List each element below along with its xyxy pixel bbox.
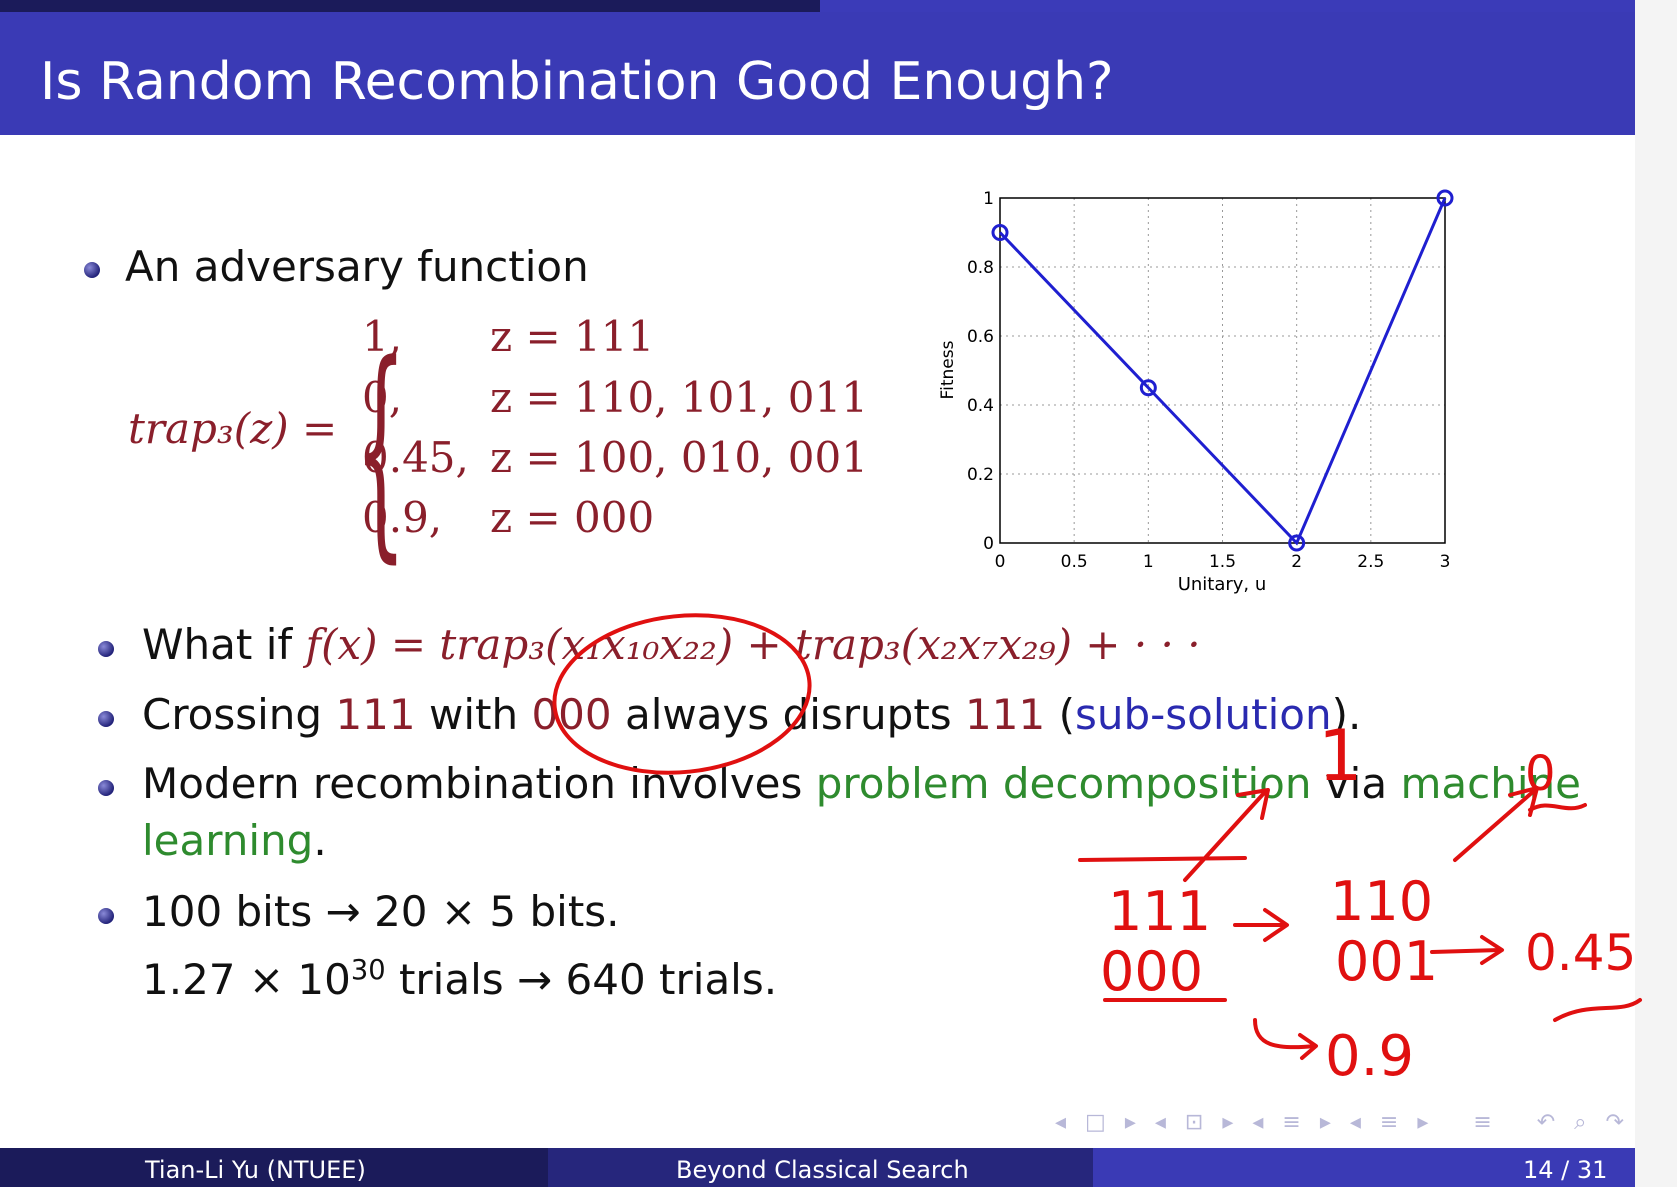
case-value-2: 0,	[362, 373, 403, 422]
handwritten-111: 111	[1108, 880, 1211, 943]
bullet-dot	[98, 711, 114, 727]
footer-page-number: 14 / 31	[1523, 1156, 1608, 1184]
fitness-series-line	[998, 197, 1447, 546]
text-always-disrupts: always disrupts	[624, 690, 952, 739]
bullet-what-if: What if f(x) = trap₃(x₁x₁₀x₂₂) + trap₃(x…	[142, 620, 1201, 669]
chart-grid	[1000, 198, 1445, 543]
underline-stroke	[1078, 856, 1247, 862]
bullet-dot	[98, 780, 114, 796]
trials-rest: trials → 640 trials.	[385, 955, 778, 1004]
x-tick-label: 0	[995, 552, 1006, 572]
x-tick-label: 0.5	[1061, 552, 1088, 572]
tilde-under-045	[1553, 998, 1642, 1022]
learning-term: learning	[142, 816, 314, 865]
bullet-crossing: Crossing 111 with 000 always disrupts 11…	[142, 690, 1361, 739]
text-via: via	[1324, 759, 1388, 808]
x-tick-label: 2	[1291, 552, 1302, 572]
value-111: 111	[335, 690, 416, 739]
problem-decomposition-term: problem decomposition	[815, 759, 1312, 808]
case-value-1: 1,	[362, 312, 403, 361]
curve-to-0-9	[1253, 1018, 1317, 1050]
bullet-dot	[84, 262, 100, 278]
machine-term: machine	[1400, 759, 1581, 808]
y-tick-label: 1	[983, 189, 994, 209]
value-000: 000	[531, 690, 612, 739]
trials-exponent: 30	[350, 955, 386, 986]
footer-bar: Tian-Li Yu (NTUEE) Beyond Classical Sear…	[0, 1148, 1635, 1187]
what-if-text: What if	[142, 620, 293, 669]
data-point	[1436, 189, 1454, 207]
chart-points	[991, 189, 1454, 552]
arrow-0-45-shaft	[1430, 948, 1502, 954]
sub-solution-term: sub-solution	[1074, 690, 1332, 739]
text-with: with	[428, 690, 519, 739]
bullet-adversary-function: An adversary function	[125, 242, 589, 291]
handwritten-0-9: 0.9	[1325, 1024, 1414, 1089]
handwritten-0-45: 0.45	[1525, 924, 1636, 982]
case-condition-1: z = 111	[490, 312, 655, 361]
handwritten-001: 001	[1335, 930, 1438, 993]
chart-ticks: 0 0.5 1 1.5 2 2.5 3 0 0.2 0.4 0.6 0.8 1	[967, 189, 1450, 572]
bullet-dot	[98, 641, 114, 657]
case-value-3: 0.45,	[362, 433, 469, 482]
y-tick-label: 0.6	[967, 327, 994, 347]
case-condition-3: z = 100, 010, 001	[490, 433, 868, 482]
objective-formula: f(x) = trap₃(x₁x₁₀x₂₂) + trap₃(x₂x₇x₂₉) …	[305, 620, 1201, 669]
case-value-4: 0.9,	[362, 493, 443, 542]
trials-line: 1.27 × 1030 trials → 640 trials.	[142, 955, 777, 1004]
case-condition-4: z = 000	[490, 493, 655, 542]
y-tick-label: 0	[983, 534, 994, 554]
trap-lhs: trap₃(z) =	[128, 404, 338, 453]
slide-title: Is Random Recombination Good Enough?	[40, 52, 1114, 112]
bullet-bits: 100 bits → 20 × 5 bits.	[142, 887, 620, 936]
beamer-nav-symbols[interactable]: ◂ □ ▸ ◂ ⊡ ▸ ◂ ≡ ▸ ◂ ≡ ▸ ≡ ↶ ⌕ ↷	[1055, 1110, 1630, 1135]
bullet-dot	[98, 908, 114, 924]
text-modern-recombination: Modern recombination involves	[142, 759, 803, 808]
window-edge	[1635, 0, 1677, 1187]
text-period: .	[313, 816, 327, 865]
case-condition-2: z = 110, 101, 011	[490, 373, 868, 422]
x-axis-label: Unitary, u	[1178, 574, 1267, 595]
cases-brace: {	[355, 316, 407, 583]
x-tick-label: 3	[1440, 552, 1451, 572]
x-tick-label: 2.5	[1357, 552, 1384, 572]
data-point	[1139, 379, 1157, 397]
data-point	[991, 224, 1009, 241]
handwritten-110: 110	[1330, 870, 1433, 933]
y-axis-label: Fitness	[938, 340, 958, 399]
data-point	[1288, 534, 1306, 552]
footer-author-cell: Tian-Li Yu (NTUEE)	[0, 1148, 548, 1187]
value-111-second: 111	[965, 690, 1046, 739]
fitness-chart: 0 0.5 1 1.5 2 2.5 3 0 0.2 0.4 0.6 0.8 1 Unitary, u F…	[938, 189, 1454, 595]
top-strip-right	[820, 0, 1635, 12]
text-crossing: Crossing	[142, 690, 323, 739]
handwritten-000: 000	[1100, 940, 1203, 1003]
footer-title-cell: Beyond Classical Search	[548, 1148, 1093, 1187]
bullet-modern-recombination: Modern recombination involves problem de…	[142, 759, 1581, 808]
trials-base: 1.27 × 10	[142, 955, 351, 1004]
arrow-head-0-9	[1298, 1033, 1318, 1060]
text-open-paren: (	[1058, 690, 1075, 739]
text-close-paren: ).	[1331, 690, 1362, 739]
bullet-modern-recombination-cont: learning.	[142, 816, 327, 865]
arrow-0-45-head	[1480, 935, 1504, 965]
footer-author: Tian-Li Yu (NTUEE)	[145, 1156, 366, 1184]
footer-talk-title: Beyond Classical Search	[676, 1156, 969, 1184]
footer-page-cell: 14 / 31	[1093, 1148, 1635, 1187]
y-tick-label: 0.2	[967, 465, 994, 485]
y-tick-label: 0.4	[967, 396, 994, 416]
plot-frame	[999, 197, 1446, 544]
x-tick-label: 1	[1143, 552, 1154, 572]
top-strip-left	[0, 0, 820, 12]
arrow-right-head	[1263, 908, 1289, 942]
y-tick-label: 0.8	[967, 258, 994, 278]
title-bar: Is Random Recombination Good Enough?	[0, 12, 1635, 135]
x-tick-label: 1.5	[1209, 552, 1236, 572]
